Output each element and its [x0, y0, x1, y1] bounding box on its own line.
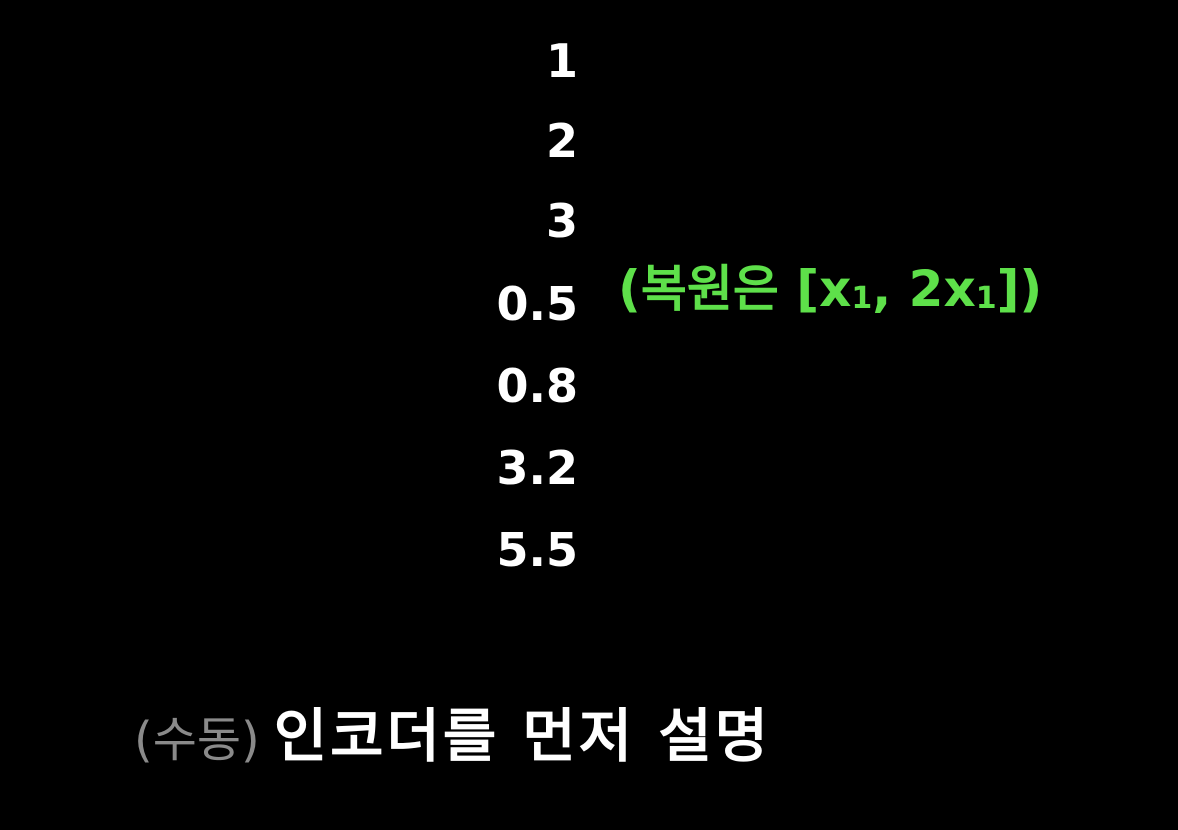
- list-value: 5.5: [496, 523, 579, 577]
- list-value: 2: [545, 114, 578, 168]
- list-value: 3.2: [496, 441, 579, 495]
- list-value: 0.5: [496, 277, 579, 331]
- subtitle-caption: (수동) 인코더를 먼저 설명: [134, 702, 771, 772]
- list-value: 1: [545, 34, 578, 88]
- annotation-close: ]): [996, 260, 1043, 318]
- annotation-subscript: 1: [851, 281, 873, 316]
- caption-main: 인코더를 먼저 설명: [273, 702, 772, 770]
- list-value: 0.8: [496, 359, 579, 413]
- annotation-mid: , 2x: [872, 260, 976, 318]
- number-list: 1 2 3 0.5 0.8 3.2 5.5: [0, 0, 579, 600]
- annotation-open: (복원은 [x: [618, 260, 852, 318]
- reconstruction-annotation: (복원은 [x1, 2x1]): [618, 259, 1042, 319]
- caption-muted: (수동): [134, 712, 260, 768]
- list-value: 3: [545, 194, 578, 248]
- annotation-subscript: 1: [975, 281, 997, 316]
